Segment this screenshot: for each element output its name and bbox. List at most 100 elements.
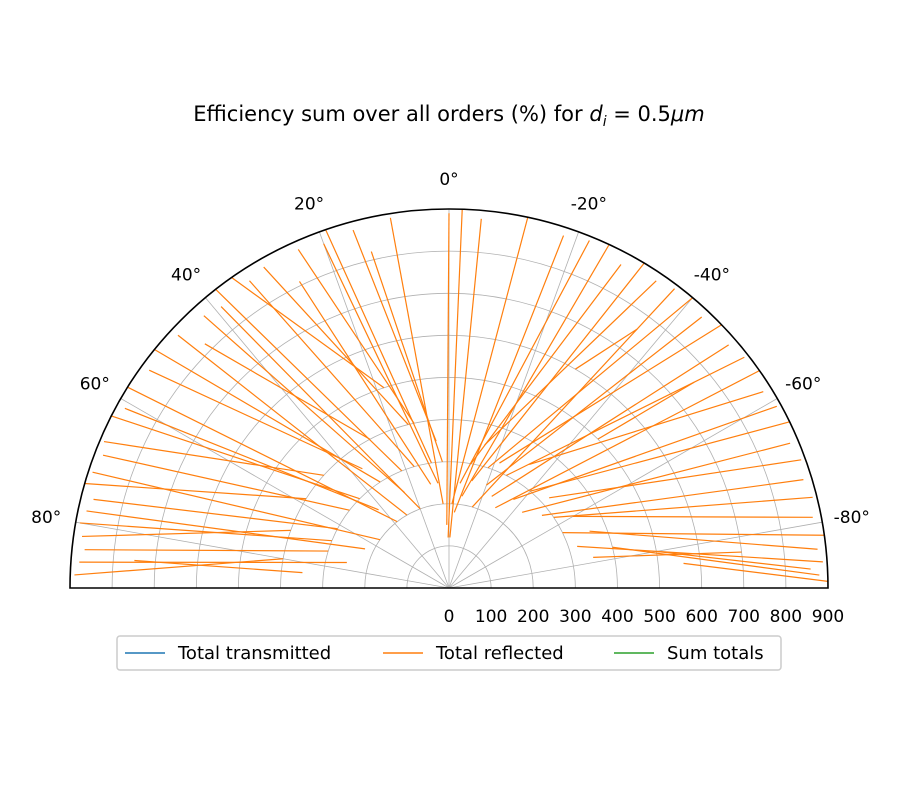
plot-area: [74, 209, 829, 582]
reflected-segment-7: [297, 249, 415, 424]
r-tick-label: 100: [475, 607, 507, 627]
reflected-segment-65: [575, 328, 638, 370]
r-tick-label: 500: [643, 607, 675, 627]
reflected-segment-49: [529, 391, 764, 465]
reflected-segment-51: [530, 421, 790, 492]
reflected-segment-46: [491, 344, 730, 497]
r-tick-label: 300: [559, 607, 591, 627]
grid-spoke-60: [120, 398, 450, 589]
reflected-segment-21: [111, 415, 360, 500]
reflected-segment-41: [484, 280, 657, 446]
reflected-segment-34: [449, 218, 482, 538]
reflected-segment-35: [451, 217, 529, 504]
r-tick-label: 0: [444, 607, 455, 627]
reflected-segment-55: [553, 496, 813, 518]
reflected-segment-44: [486, 316, 703, 486]
reflected-segment-14: [203, 315, 405, 494]
r-tick-label: 900: [812, 607, 844, 627]
grid-spoke-20: [318, 231, 450, 589]
legend-box: [116, 635, 782, 671]
reflected-segment-40: [471, 262, 645, 482]
reflected-segment-0: [447, 209, 463, 538]
chart-title: Efficiency sum over all orders (%) for d…: [193, 102, 705, 130]
reflected-segment-43: [487, 297, 694, 469]
r-tick-label: 700: [728, 607, 760, 627]
theta-tick-label: 20°: [294, 195, 324, 215]
reflected-segment-16: [177, 334, 408, 516]
tick-labels: 0° 20° -20° 40° -40° 60° -60° 80° -80° 0 100 200 300…: [31, 170, 870, 627]
reflected-segment-47: [506, 356, 745, 476]
reflected-segment-48: [495, 370, 760, 509]
grid-spoke--80: [448, 521, 823, 589]
theta-tick-label: -40°: [694, 266, 730, 286]
theta-tick-label: -60°: [785, 375, 821, 395]
title-math-subscript: i: [603, 114, 607, 130]
reflected-segment-17: [154, 348, 381, 483]
reflected-segment-4: [370, 251, 443, 463]
chart-title-text: Efficiency sum over all orders (%) for: [193, 102, 589, 126]
reflected-segment-63: [593, 551, 742, 558]
theta-tick-label: 0°: [439, 170, 458, 190]
reflected-segment-6: [325, 229, 432, 464]
reflected-segment-1: [446, 213, 450, 525]
legend-label: Total transmitted: [177, 643, 331, 664]
reflected-segment-58: [589, 530, 818, 550]
reflected-segment-9: [263, 266, 409, 425]
reflected-segment-5: [323, 243, 439, 484]
reflected-segment-25: [84, 482, 307, 500]
reflected-segment-30: [84, 549, 329, 552]
legend-label: Sum totals: [667, 643, 764, 664]
reflected-segment-36: [453, 235, 565, 513]
reflected-segment-33: [134, 559, 303, 574]
reflected-segment-37: [459, 240, 590, 484]
reflected-segment-38: [461, 244, 610, 497]
reflected-segment-57: [562, 532, 825, 536]
theta-tick-label: 60°: [80, 375, 110, 395]
reflected-segment-54: [541, 479, 804, 517]
reflected-segment-62: [683, 562, 829, 582]
reflected-segment-15: [204, 343, 371, 440]
reflected-segment-39: [470, 264, 622, 464]
reflected-segment-13: [215, 288, 403, 472]
reflected-segment-8: [298, 281, 432, 485]
reflected-segment-23: [102, 454, 350, 511]
grid-spoke--60: [448, 398, 778, 589]
reflected-segment-32: [74, 558, 284, 576]
grid-spoke-40: [205, 297, 450, 589]
title-math-equals: = 0.5: [607, 102, 671, 126]
reflected-segment-18: [148, 369, 363, 470]
theta-tick-label: -80°: [834, 508, 870, 528]
reflected-segment-27: [86, 510, 366, 550]
reflected-segment-52: [521, 442, 791, 513]
reflected-segment-22: [103, 440, 324, 476]
reflected-segment-56: [572, 515, 813, 518]
reflected-segment-29: [82, 529, 291, 538]
legend-label: Total reflected: [435, 643, 564, 664]
reflected-segment-24: [92, 471, 381, 541]
grid-spoke--20: [448, 231, 580, 589]
reflected-segment-20: [124, 407, 379, 511]
legend: Total transmitted Total reflected Sum tota…: [116, 635, 782, 671]
reflected-segment-3: [352, 229, 437, 442]
r-tick-label: 600: [685, 607, 717, 627]
title-math-symbol: d: [589, 102, 603, 126]
polar-frame: [69, 208, 829, 589]
r-tick-label: 800: [770, 607, 802, 627]
reflected-segment-45: [499, 324, 722, 464]
reflected-segment-53: [549, 459, 802, 499]
reflected-segment-12: [220, 306, 421, 510]
theta-tick-label: -20°: [571, 195, 607, 215]
r-tick-label: 200: [517, 607, 549, 627]
theta-tick-label: 80°: [31, 508, 61, 528]
reflected-segment-28: [79, 522, 332, 542]
reflected-segment-60: [612, 546, 820, 576]
reflected-segment-10: [249, 280, 415, 467]
reflected-segment-64: [597, 381, 695, 440]
title-math-unit: μm: [670, 102, 705, 126]
r-tick-label: 400: [601, 607, 633, 627]
reflected-segment-26: [93, 498, 338, 530]
grid-spoke-80: [75, 521, 450, 589]
reflected-segment-11: [231, 277, 385, 389]
